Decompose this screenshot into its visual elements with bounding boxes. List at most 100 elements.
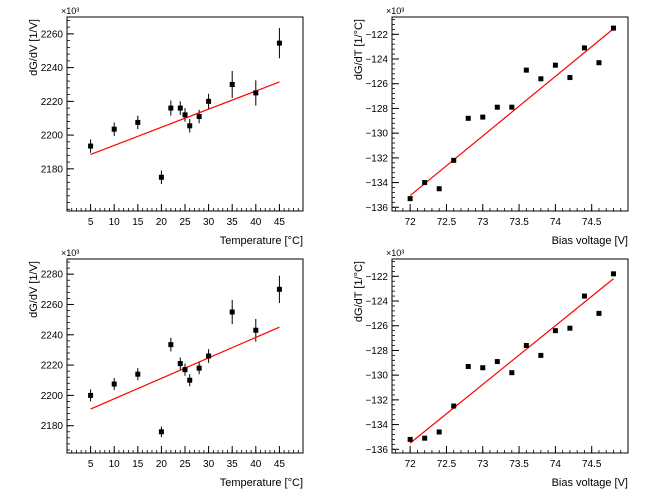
y-tick-label: −132	[365, 395, 388, 406]
data-point	[177, 105, 183, 111]
x-tick-label: 73	[477, 217, 489, 228]
data-point	[436, 186, 442, 192]
x-tick-label: 74	[550, 217, 562, 228]
x-tick-label: 74.5	[582, 459, 602, 470]
y-tick-label: −128	[365, 346, 388, 357]
data-point	[581, 293, 587, 299]
y-tick-label: 2240	[41, 330, 64, 341]
data-point	[494, 359, 500, 365]
x-tick-label: 73.5	[509, 217, 529, 228]
chart-panel-top-left: 5 10 15 20 25 30 35 40 45 2180 2200 2220 2240 2260 ×10…	[28, 6, 304, 247]
x-axis-title: Bias voltage [V]	[552, 477, 628, 489]
chart-panel-bottom-right: 72 72.5 73 73.5 74 74.5 −136 −134 −132 −130 −128 −1…	[353, 248, 629, 489]
y-exponent-label: ×10³	[61, 248, 79, 258]
y-tick-label: 2220	[41, 361, 64, 372]
y-exponent-label: ×10³	[386, 248, 404, 258]
data-point	[229, 309, 235, 315]
y-tick-label: −124	[365, 55, 388, 66]
y-exponent-label: ×10³	[386, 6, 404, 16]
x-tick-label: 74.5	[582, 217, 602, 228]
data-point	[538, 76, 544, 82]
data-point	[523, 67, 529, 73]
plot-frame	[66, 258, 304, 454]
data-point	[168, 105, 174, 111]
data-point	[523, 342, 529, 348]
data-point	[451, 157, 457, 163]
x-tick-label: 35	[227, 459, 239, 470]
y-axis-title: dG/dT [1/°C]	[353, 19, 365, 80]
x-tick-label: 40	[250, 217, 262, 228]
x-tick-label: 15	[132, 217, 144, 228]
data-point	[158, 174, 164, 180]
plot-frame	[391, 16, 629, 212]
fit-line	[409, 28, 614, 197]
x-tick-label: 25	[179, 459, 191, 470]
data-point	[177, 361, 183, 367]
y-tick-label: −130	[365, 371, 388, 382]
x-tick-label: 73	[477, 459, 489, 470]
x-tick-label: 74	[550, 459, 562, 470]
data-point	[276, 40, 282, 46]
x-axis-title: Temperature [°C]	[220, 477, 303, 489]
y-tick-label: −132	[365, 153, 388, 164]
y-tick-label: −124	[365, 297, 388, 308]
data-point	[229, 81, 235, 87]
plot-frame	[391, 258, 629, 454]
x-tick-label: 40	[250, 459, 262, 470]
data-point	[596, 310, 602, 316]
data-point	[581, 45, 587, 51]
y-axis-title: dG/dT [1/°C]	[353, 261, 365, 322]
x-tick-label: 20	[156, 459, 168, 470]
y-tick-label: 2280	[41, 270, 64, 281]
data-point	[465, 115, 471, 121]
data-point	[168, 342, 174, 348]
data-point	[610, 271, 616, 277]
data-point	[187, 377, 193, 383]
y-tick-label: 2240	[41, 63, 64, 74]
x-tick-label: 45	[274, 459, 286, 470]
y-tick-label: 2180	[41, 421, 64, 432]
y-tick-label: −122	[365, 30, 388, 41]
y-exponent-label: ×10³	[61, 6, 79, 16]
y-tick-label: −136	[365, 445, 388, 456]
x-tick-label: 30	[203, 217, 215, 228]
data-point	[111, 126, 117, 132]
y-tick-label: −136	[365, 203, 388, 214]
data-point	[111, 381, 117, 387]
data-point	[407, 196, 413, 202]
data-point	[509, 370, 515, 376]
x-tick-label: 72	[405, 459, 417, 470]
data-point	[567, 75, 573, 81]
y-tick-label: −128	[365, 104, 388, 115]
data-point	[253, 327, 259, 333]
chart-panel-bottom-left: 5 10 15 20 25 30 35 40 45 2180 2200 2220 2240 2260 228…	[28, 248, 304, 489]
data-point	[480, 114, 486, 120]
data-point	[135, 119, 141, 125]
data-point	[552, 328, 558, 334]
data-point	[422, 180, 428, 186]
x-tick-label: 5	[88, 217, 94, 228]
data-point	[407, 436, 413, 442]
data-point	[182, 367, 188, 373]
x-tick-label: 20	[156, 217, 168, 228]
x-tick-label: 72.5	[437, 217, 457, 228]
x-tick-label: 35	[227, 217, 239, 228]
x-tick-label: 5	[88, 459, 94, 470]
y-tick-label: −126	[365, 79, 388, 90]
x-tick-label: 73.5	[509, 459, 529, 470]
chart-panel-top-right: 72 72.5 73 73.5 74 74.5 −136 −134 −132 −130 −128 −1…	[353, 6, 629, 247]
data-point	[567, 325, 573, 331]
data-point	[436, 429, 442, 435]
x-axis-title: Bias voltage [V]	[552, 235, 628, 247]
x-tick-label: 15	[132, 459, 144, 470]
y-tick-label: 2180	[41, 164, 64, 175]
x-tick-label: 72	[405, 217, 417, 228]
y-tick-label: −134	[365, 420, 388, 431]
data-point	[465, 364, 471, 370]
y-tick-label: 2220	[41, 97, 64, 108]
y-tick-label: −126	[365, 321, 388, 332]
data-point	[135, 371, 141, 377]
y-tick-label: −130	[365, 129, 388, 140]
y-tick-label: −122	[365, 272, 388, 283]
data-point	[196, 365, 202, 371]
